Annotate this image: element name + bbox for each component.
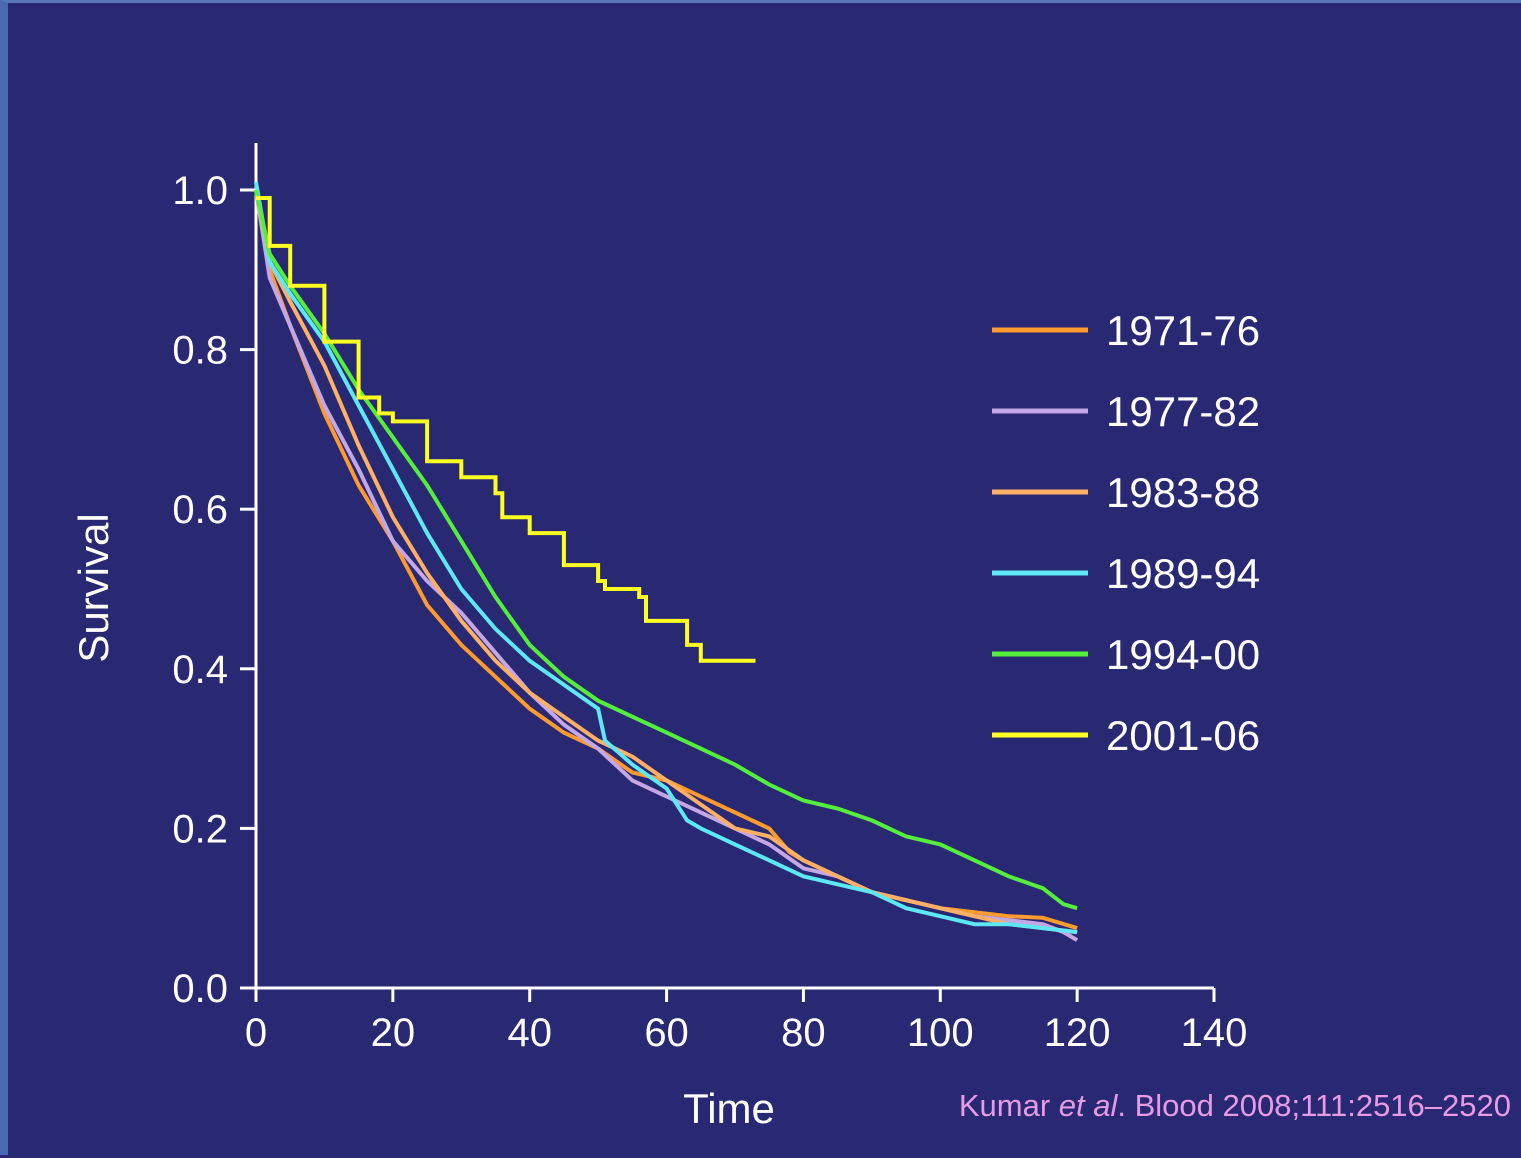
legend-label: 1994-00 bbox=[1106, 631, 1260, 678]
x-tick-label: 60 bbox=[644, 1011, 689, 1055]
legend-label: 2001-06 bbox=[1106, 712, 1260, 759]
survival-chart: 0.0 0.2 0.4 0.6 0.8 1.0 0 20 40 60 80 100 120 140 Su… bbox=[70, 143, 1260, 1132]
y-tick-label: 0.8 bbox=[172, 329, 228, 373]
x-tick-label: 80 bbox=[781, 1011, 826, 1055]
citation-authors: Kumar bbox=[958, 1088, 1059, 1123]
x-tick-label: 120 bbox=[1044, 1011, 1111, 1055]
y-ticks: 0.0 0.2 0.4 0.6 0.8 1.0 bbox=[172, 169, 256, 1011]
series-line-1983-88 bbox=[254, 189, 1078, 935]
x-tick-label: 20 bbox=[371, 1011, 416, 1055]
legend-label: 1971-76 bbox=[1106, 307, 1260, 354]
x-tick-label: 100 bbox=[907, 1011, 974, 1055]
x-ticks: 0 20 40 60 80 100 120 140 bbox=[245, 988, 1248, 1055]
legend-label: 1977-82 bbox=[1106, 388, 1260, 435]
series-line-1994-00 bbox=[254, 189, 1078, 911]
citation-etal: et al bbox=[1058, 1088, 1118, 1123]
legend-label: 1983-88 bbox=[1106, 469, 1260, 516]
series-line-1971-76 bbox=[254, 189, 1078, 931]
x-tick-label: 140 bbox=[1181, 1011, 1248, 1055]
y-tick-label: 0.4 bbox=[172, 648, 228, 692]
x-axis-label: Time bbox=[683, 1085, 775, 1132]
y-tick-label: 0.2 bbox=[172, 807, 228, 851]
legend-label: 1989-94 bbox=[1106, 550, 1260, 597]
x-tick-label: 40 bbox=[507, 1011, 552, 1055]
series-line-2001-06 bbox=[256, 196, 756, 663]
series-line-1977-82 bbox=[254, 189, 1079, 942]
legend: 1971-76 1977-82 1983-88 1989-94 1994-00 2001-… bbox=[992, 307, 1260, 759]
y-tick-label: 0.0 bbox=[172, 967, 228, 1011]
series-line-1989-94 bbox=[254, 181, 1078, 935]
x-tick-label: 0 bbox=[245, 1011, 267, 1055]
y-tick-label: 1.0 bbox=[172, 169, 228, 213]
series-lines bbox=[254, 181, 1079, 942]
y-axis-label: Survival bbox=[70, 513, 117, 662]
citation: Kumar et al. Blood 2008;111:2516–2520 bbox=[959, 1088, 1511, 1124]
y-tick-label: 0.6 bbox=[172, 488, 228, 532]
citation-rest: . Blood 2008;111:2516–2520 bbox=[1117, 1088, 1511, 1123]
